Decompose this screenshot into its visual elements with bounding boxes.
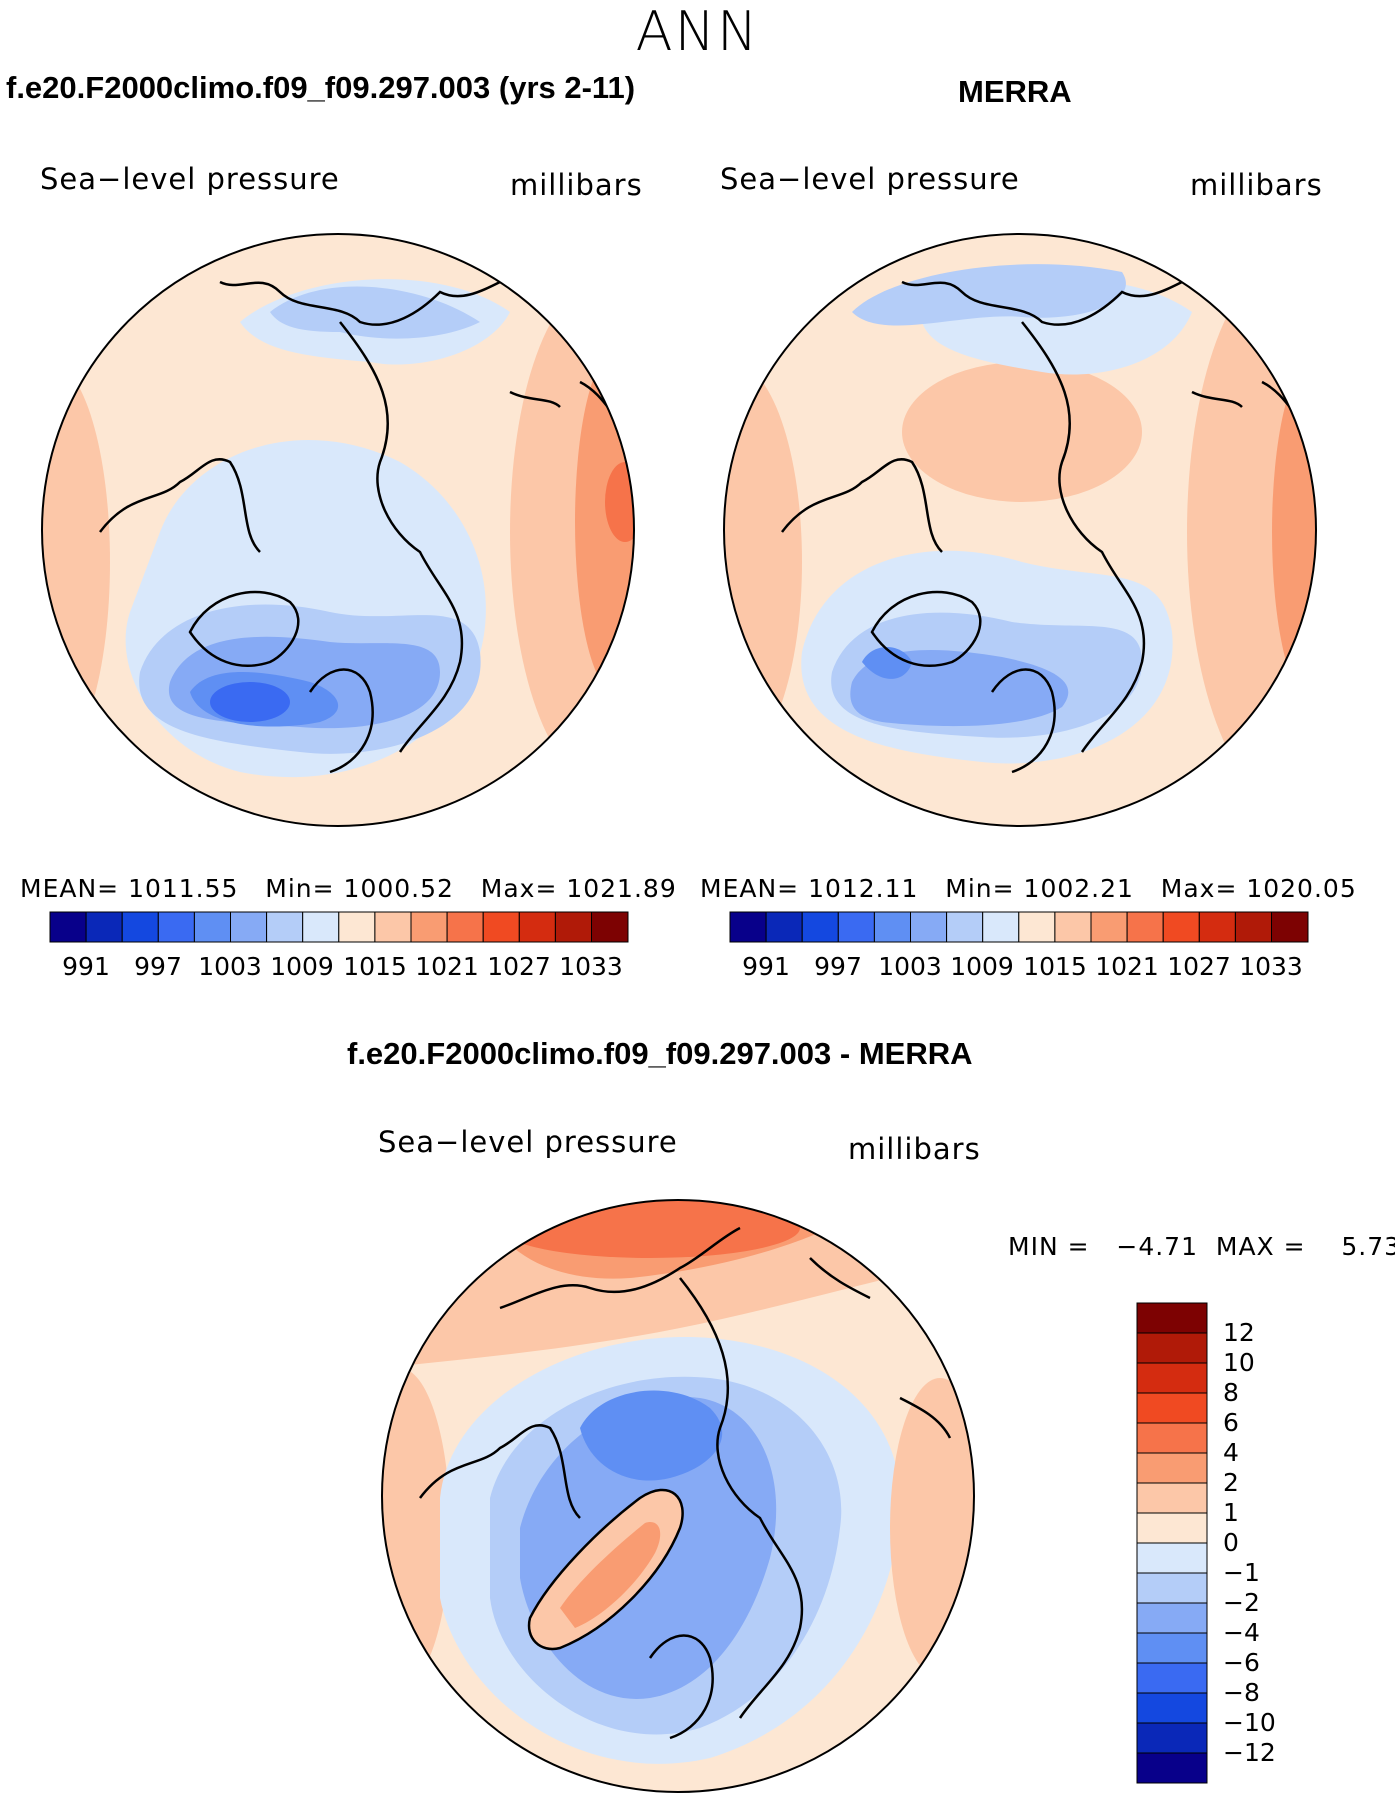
colorbar-label: 1015 bbox=[1023, 952, 1087, 981]
colorbar-label: 997 bbox=[134, 952, 182, 981]
panel-2-units-label: millibars bbox=[1190, 168, 1323, 202]
difference-stats: MIN = −4.71 MAX = 5.73 bbox=[1008, 1232, 1395, 1261]
figure-title: ANN bbox=[635, 0, 760, 63]
colorbar-label: −8 bbox=[1223, 1678, 1260, 1707]
colorbar-label: 1021 bbox=[1095, 952, 1159, 981]
colorbar-label: 1 bbox=[1223, 1498, 1239, 1527]
colorbar-label: −4 bbox=[1223, 1618, 1260, 1647]
colorbar-label: 1003 bbox=[878, 952, 942, 981]
panel-1-units-label: millibars bbox=[510, 168, 643, 202]
difference-colorbar-labels: 12 10 8 6 4 2 1 0 −1 −2 −4 −6 −8 −10 −12 bbox=[1223, 1303, 1343, 1783]
panel-1-map bbox=[41, 233, 635, 827]
panel-2-title: MERRA bbox=[958, 74, 1072, 109]
colorbar-label: 1015 bbox=[343, 952, 407, 981]
colorbar-label: 8 bbox=[1223, 1378, 1239, 1407]
colorbar-label: 1009 bbox=[950, 952, 1014, 981]
panel-1-stats: MEAN= 1011.55 Min= 1000.52 Max= 1021.89 bbox=[20, 874, 677, 903]
colorbar-label: 6 bbox=[1223, 1408, 1239, 1437]
colorbar-label: −1 bbox=[1223, 1558, 1260, 1587]
panel-1-colorbar bbox=[49, 911, 629, 943]
colorbar-label: 1009 bbox=[270, 952, 334, 981]
colorbar-label: 0 bbox=[1223, 1528, 1239, 1557]
panel-1-title: f.e20.F2000climo.f09_f09.297.003 (yrs 2-… bbox=[6, 70, 636, 105]
panel-1-field-label: Sea−level pressure bbox=[40, 162, 340, 196]
colorbar-label: −6 bbox=[1223, 1648, 1260, 1677]
difference-field-label: Sea−level pressure bbox=[378, 1125, 678, 1159]
colorbar-label: 1033 bbox=[1239, 952, 1303, 981]
colorbar-label: −10 bbox=[1223, 1708, 1276, 1737]
panel-2-colorbar bbox=[729, 911, 1309, 943]
colorbar-label: 1003 bbox=[198, 952, 262, 981]
colorbar-label: 12 bbox=[1223, 1318, 1255, 1347]
colorbar-label: 1027 bbox=[1167, 952, 1231, 981]
panel-2-field-label: Sea−level pressure bbox=[720, 162, 1020, 196]
difference-colorbar bbox=[1136, 1302, 1208, 1784]
difference-units-label: millibars bbox=[848, 1132, 981, 1166]
colorbar-label: 4 bbox=[1223, 1438, 1239, 1467]
colorbar-label: 1033 bbox=[559, 952, 623, 981]
colorbar-label: 1027 bbox=[487, 952, 551, 981]
colorbar-label: 10 bbox=[1223, 1348, 1255, 1377]
colorbar-label: 991 bbox=[742, 952, 790, 981]
colorbar-label: 991 bbox=[62, 952, 110, 981]
colorbar-label: 2 bbox=[1223, 1468, 1239, 1497]
panel-2-colorbar-labels: 991 997 1003 1009 1015 1021 1027 1033 bbox=[730, 952, 1308, 982]
panel-2-map bbox=[723, 233, 1317, 827]
difference-title: f.e20.F2000climo.f09_f09.297.003 - MERRA bbox=[347, 1036, 973, 1071]
colorbar-label: −12 bbox=[1223, 1738, 1276, 1767]
difference-map bbox=[381, 1199, 975, 1793]
panel-1-colorbar-labels: 991 997 1003 1009 1015 1021 1027 1033 bbox=[50, 952, 628, 982]
colorbar-label: −2 bbox=[1223, 1588, 1260, 1617]
colorbar-label: 1021 bbox=[415, 952, 479, 981]
panel-2-stats: MEAN= 1012.11 Min= 1002.21 Max= 1020.05 bbox=[700, 874, 1357, 903]
colorbar-label: 997 bbox=[814, 952, 862, 981]
